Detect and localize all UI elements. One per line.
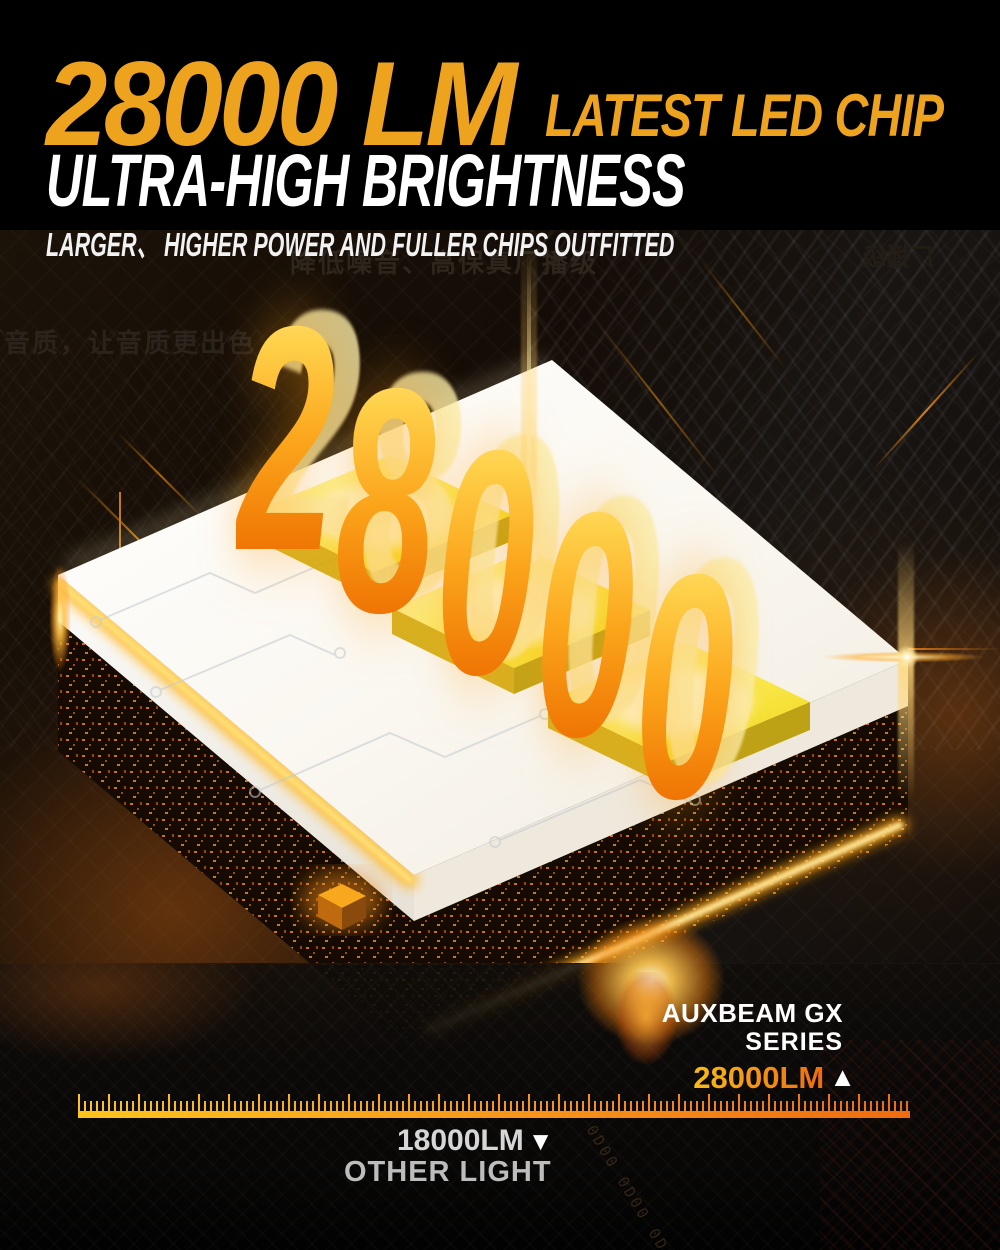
- other-lumen-row: 18000LM ▼: [397, 1126, 553, 1156]
- down-triangle-icon: ▼: [527, 1126, 554, 1156]
- faint-background-text-1: 降低噪音、高保真厂播级: [290, 248, 599, 278]
- tagline: LARGER、 HIGHER POWER AND FULLER CHIPS OU…: [46, 226, 675, 263]
- headline-lumens: 28000 LM: [46, 37, 517, 171]
- headline-suffix: LATEST LED CHIP: [545, 82, 944, 149]
- faint-background-text-2: 音质，让音质更出色: [4, 328, 257, 358]
- brand-name: AUXBEAM GX SERIES: [662, 1000, 843, 1055]
- faint-background-text-mirrored: 厂播级: [862, 244, 934, 271]
- other-light-label: OTHER LIGHT: [344, 1156, 552, 1188]
- brand-lumen-value: 28000LM: [693, 1060, 825, 1095]
- other-lumen-value: 18000LM: [397, 1124, 524, 1157]
- comparison-ruler: [78, 1094, 910, 1118]
- circuit-line: [908, 648, 1000, 650]
- up-triangle-icon: ▲: [829, 1062, 856, 1092]
- ruler-bar: [78, 1111, 910, 1118]
- circuit-line: [119, 492, 121, 564]
- brand-line2: SERIES: [745, 1028, 843, 1056]
- ruler-ticks: [78, 1094, 910, 1111]
- brand-line1: AUXBEAM GX: [661, 998, 843, 1028]
- crosshatch-texture: [820, 1040, 1000, 1250]
- brand-lumen-row: 28000LM ▲: [693, 1062, 856, 1093]
- subheadline: ULTRA-HIGH BRIGHTNESS: [46, 139, 686, 222]
